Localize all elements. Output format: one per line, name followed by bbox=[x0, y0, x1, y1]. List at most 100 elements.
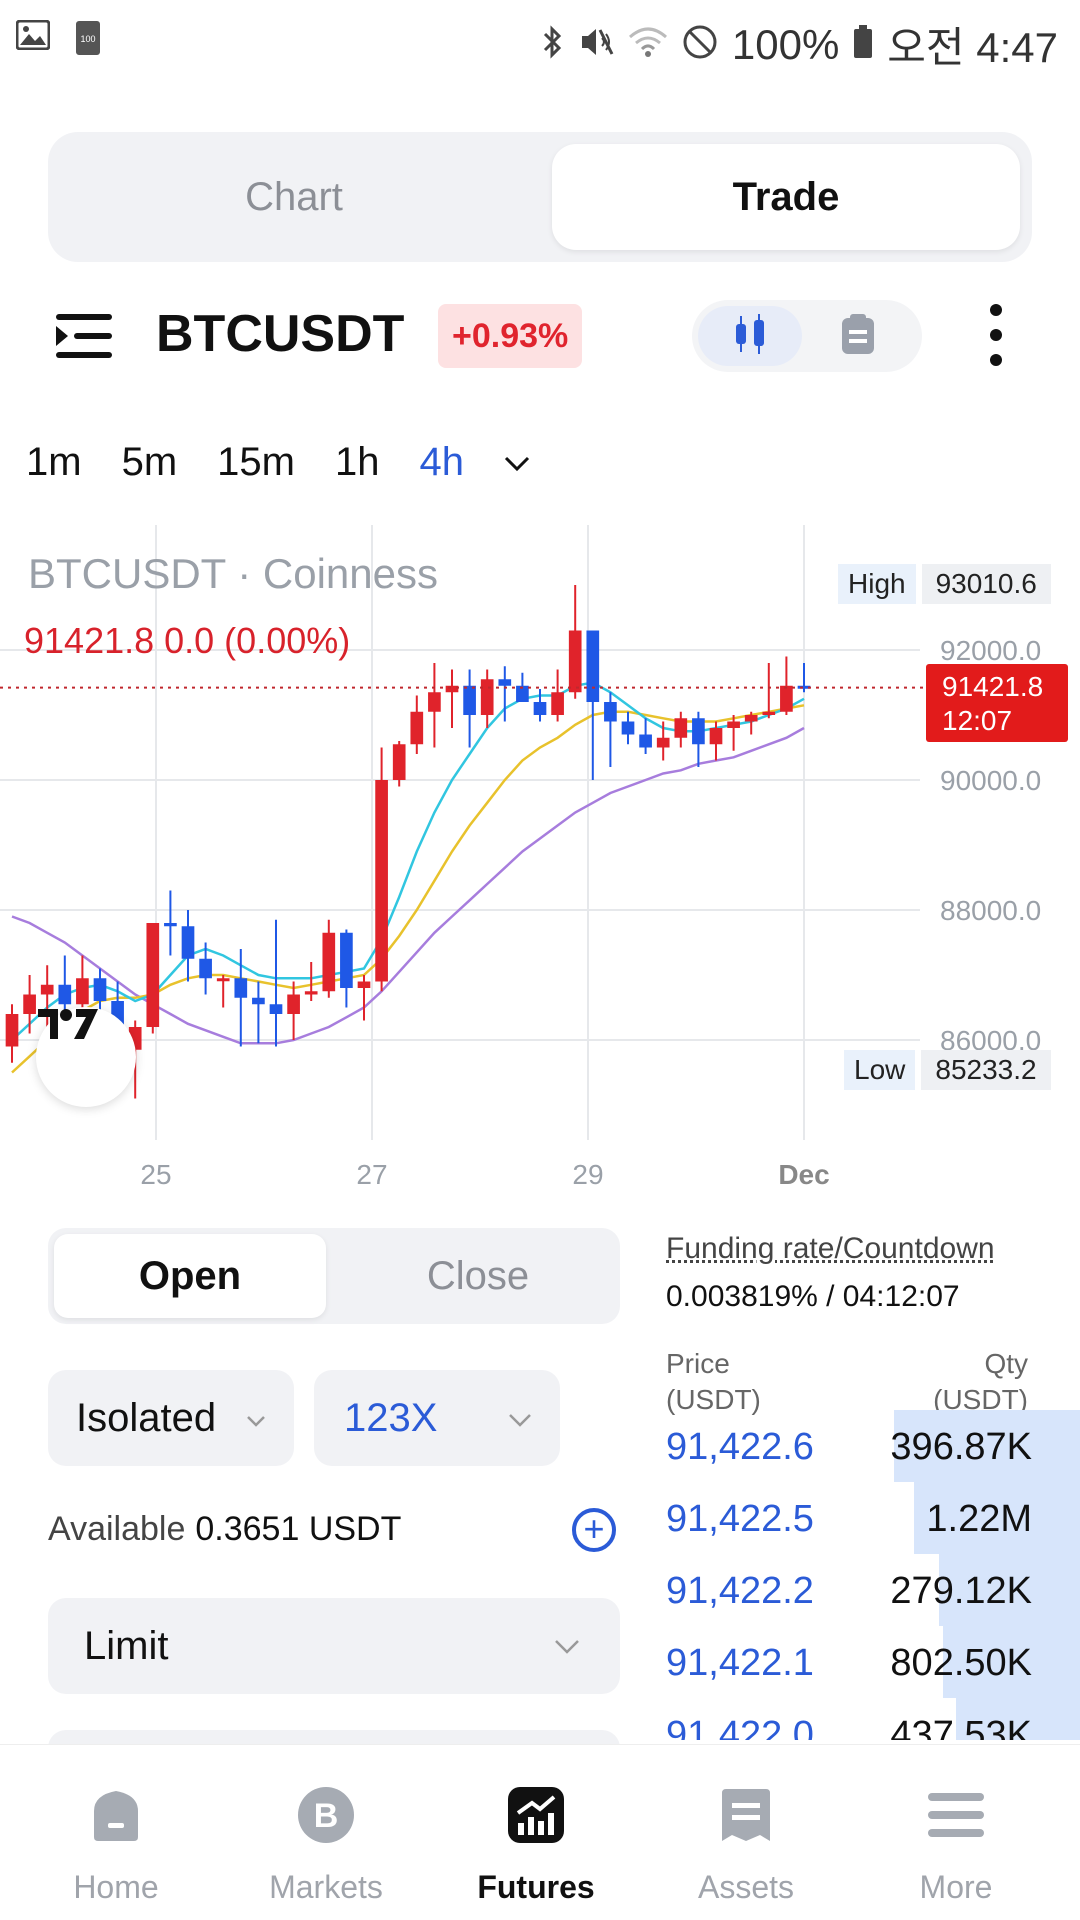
candle-body bbox=[40, 984, 54, 995]
candle-body bbox=[516, 685, 529, 702]
price-header: Price (USDT) bbox=[666, 1346, 761, 1418]
orderbook-row[interactable]: 91,422.2 279.12K bbox=[666, 1554, 1080, 1626]
timeframe-1h[interactable]: 1h bbox=[334, 440, 380, 484]
more-options-icon[interactable] bbox=[984, 304, 1008, 368]
timeframe-1m[interactable]: 1m bbox=[26, 440, 82, 484]
price-chart[interactable]: 92000.0 90000.0 88000.0 86000.0 25 27 29 Dec BT… bbox=[0, 520, 1080, 1200]
tradingview-logo[interactable] bbox=[36, 1007, 136, 1107]
y-tick-label: 90000.0 bbox=[940, 765, 1041, 796]
nav-home[interactable]: Home bbox=[8, 1745, 224, 1920]
candle-body bbox=[568, 630, 582, 693]
candle-body bbox=[93, 978, 107, 1001]
candle-body bbox=[533, 702, 547, 715]
add-funds-icon[interactable]: + bbox=[572, 1508, 616, 1552]
candle-body bbox=[674, 718, 688, 738]
candle-body bbox=[621, 721, 635, 735]
available-value: 0.3651 USDT bbox=[195, 1510, 402, 1548]
high-value: 93010.6 bbox=[921, 564, 1051, 604]
candle-body bbox=[76, 978, 89, 1005]
timeframe-4h[interactable]: 4h bbox=[419, 440, 464, 484]
candle-body bbox=[604, 702, 617, 722]
depth-bar bbox=[939, 1554, 1080, 1626]
nav-markets[interactable]: B Markets bbox=[218, 1745, 434, 1920]
orderbook-row[interactable]: 91,422.0 437.53K bbox=[666, 1698, 1080, 1740]
nav-more-label: More bbox=[919, 1869, 993, 1905]
open-close-toggle: Open Close bbox=[48, 1228, 620, 1324]
orderbook-view-button[interactable] bbox=[806, 306, 910, 366]
candle-body bbox=[428, 692, 441, 712]
candle-body bbox=[199, 958, 212, 979]
candle-body bbox=[797, 685, 811, 689]
nav-more[interactable]: More bbox=[848, 1745, 1064, 1920]
chevron-down-icon bbox=[508, 1403, 532, 1434]
orderbook-row[interactable]: 91,422.6 396.87K bbox=[666, 1410, 1080, 1482]
funding-label[interactable]: Funding rate/Countdown bbox=[666, 1232, 995, 1265]
price-header-label: Price bbox=[666, 1348, 730, 1379]
low-label-box: Low 85233.2 bbox=[844, 1050, 1051, 1090]
view-toggle bbox=[692, 300, 922, 372]
low-label: Low bbox=[844, 1050, 916, 1090]
margin-mode-select[interactable]: Isolated bbox=[48, 1370, 294, 1466]
last-price: 91421.8 bbox=[942, 671, 1044, 702]
x-tick-label: Dec bbox=[778, 1159, 829, 1190]
x-tick-label: 27 bbox=[356, 1159, 387, 1190]
leverage-select[interactable]: 123X bbox=[314, 1370, 560, 1466]
candle-body bbox=[322, 932, 336, 992]
ma-fast-line bbox=[11, 681, 805, 1041]
tab-trade[interactable]: Trade bbox=[552, 144, 1020, 250]
candlestick-view-button[interactable] bbox=[698, 306, 802, 366]
bottom-navigation: Home B Markets Futures Assets More bbox=[0, 1744, 1080, 1920]
price-header-unit: (USDT) bbox=[666, 1384, 761, 1415]
symbol-name[interactable]: BTCUSDT bbox=[156, 305, 405, 363]
candle-body bbox=[551, 692, 564, 715]
change-badge: +0.93% bbox=[438, 304, 583, 368]
available-label: Available bbox=[48, 1510, 186, 1548]
y-tick-label: 92000.0 bbox=[940, 635, 1041, 666]
low-value: 85233.2 bbox=[921, 1050, 1051, 1090]
tab-open[interactable]: Open bbox=[54, 1234, 326, 1318]
nav-assets[interactable]: Assets bbox=[638, 1745, 854, 1920]
order-type-select[interactable]: Limit bbox=[48, 1598, 620, 1694]
nav-home-label: Home bbox=[73, 1869, 159, 1905]
timeframe-5m[interactable]: 5m bbox=[121, 440, 178, 484]
nav-futures-label: Futures bbox=[477, 1869, 595, 1905]
chevron-down-icon bbox=[554, 1598, 580, 1694]
candle-body bbox=[727, 721, 740, 728]
timeframe-selector: 1m 5m 15m 1h 4h bbox=[26, 440, 570, 485]
candle-countdown: 12:07 bbox=[942, 705, 1013, 736]
candle-body bbox=[269, 1004, 283, 1014]
pair-list-icon[interactable] bbox=[56, 310, 112, 362]
candle-body bbox=[498, 679, 512, 686]
ask-price: 91,422.0 bbox=[666, 1714, 814, 1740]
high-label: High bbox=[838, 564, 916, 604]
orderbook-row[interactable]: 91,422.1 802.50K bbox=[666, 1626, 1080, 1698]
orderbook-row[interactable]: 91,422.5 1.22M bbox=[666, 1482, 1080, 1554]
candle-body bbox=[216, 978, 230, 982]
ask-price: 91,422.1 bbox=[666, 1642, 814, 1684]
qty-header-label: Qty bbox=[984, 1348, 1028, 1379]
tab-chart[interactable]: Chart bbox=[245, 174, 343, 219]
ask-qty: 802.50K bbox=[890, 1642, 1032, 1684]
candle-body bbox=[480, 679, 494, 715]
assets-icon bbox=[716, 1785, 776, 1845]
tab-close[interactable]: Close bbox=[426, 1253, 530, 1298]
markets-icon: B bbox=[296, 1785, 356, 1845]
candle-body bbox=[164, 923, 177, 927]
timeframe-15m[interactable]: 15m bbox=[217, 440, 295, 484]
available-balance: Available 0.3651 USDT bbox=[48, 1510, 401, 1549]
futures-icon bbox=[506, 1785, 566, 1845]
nav-futures[interactable]: Futures bbox=[428, 1745, 644, 1920]
candle-body bbox=[58, 984, 72, 1005]
x-tick-label: 29 bbox=[572, 1159, 603, 1190]
ma-slow-line bbox=[11, 726, 805, 1045]
x-tick-label: 25 bbox=[140, 1159, 171, 1190]
ask-qty: 396.87K bbox=[890, 1426, 1032, 1468]
nav-markets-label: Markets bbox=[269, 1869, 383, 1905]
ask-price: 91,422.5 bbox=[666, 1498, 814, 1540]
depth-bar bbox=[914, 1482, 1080, 1554]
bluetooth-icon bbox=[542, 24, 564, 66]
last-price-tag: 91421.8 12:07 bbox=[926, 664, 1068, 742]
chevron-down-icon[interactable] bbox=[504, 447, 530, 479]
candle-body bbox=[692, 718, 705, 745]
